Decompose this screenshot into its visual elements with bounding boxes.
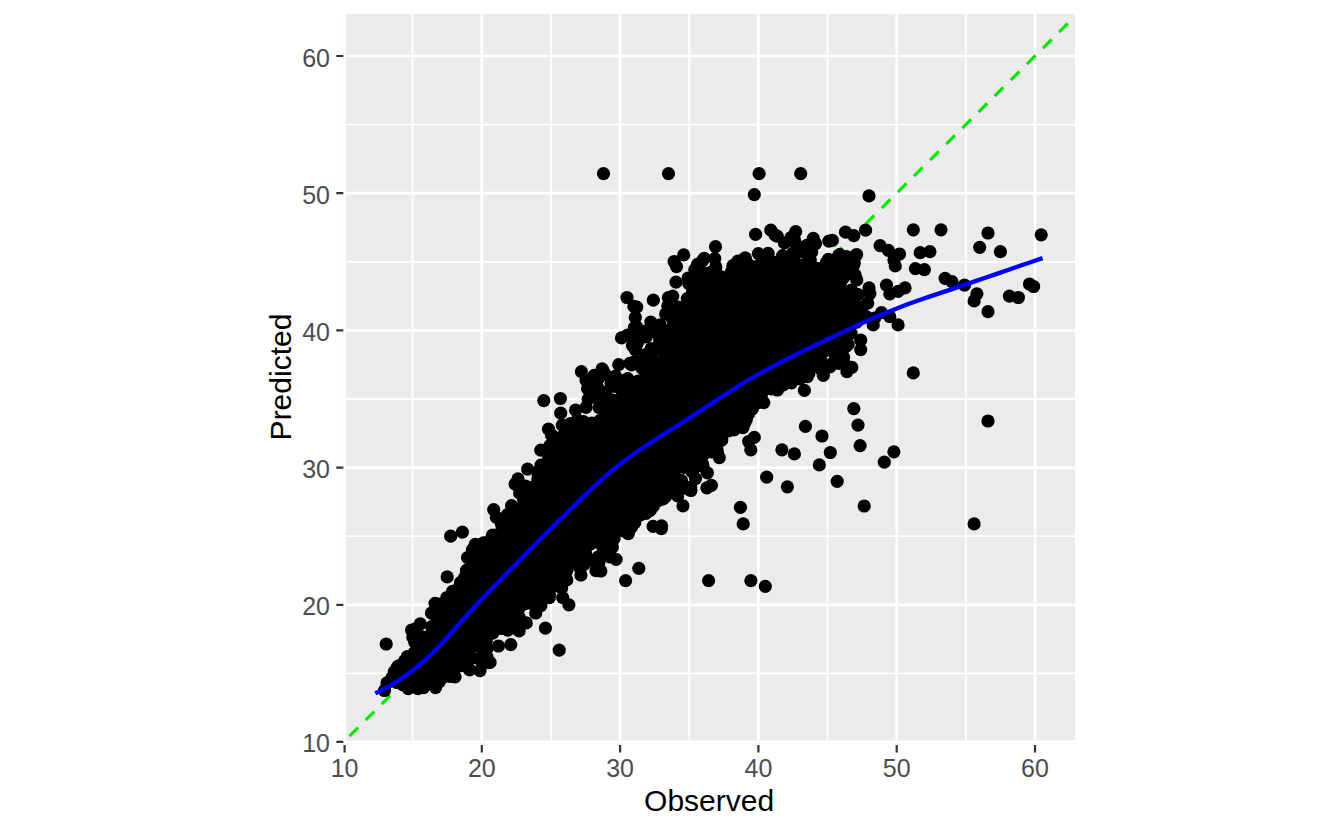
svg-text:50: 50 xyxy=(302,181,330,209)
svg-text:30: 30 xyxy=(606,754,634,782)
svg-text:20: 20 xyxy=(468,754,496,782)
svg-text:60: 60 xyxy=(1021,754,1049,782)
svg-text:60: 60 xyxy=(302,44,330,72)
svg-text:Observed: Observed xyxy=(644,784,774,817)
svg-text:40: 40 xyxy=(744,754,772,782)
svg-text:Predicted: Predicted xyxy=(264,314,297,441)
svg-text:30: 30 xyxy=(302,455,330,483)
svg-text:10: 10 xyxy=(302,729,330,757)
svg-text:10: 10 xyxy=(331,754,359,782)
svg-text:50: 50 xyxy=(883,754,911,782)
svg-text:20: 20 xyxy=(302,592,330,620)
svg-text:40: 40 xyxy=(302,318,330,346)
